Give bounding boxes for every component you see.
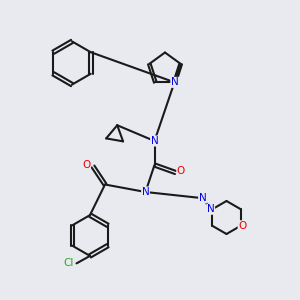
Text: N: N: [207, 204, 214, 214]
Text: O: O: [82, 160, 91, 170]
Text: O: O: [238, 221, 246, 231]
Text: O: O: [177, 166, 185, 176]
Text: N: N: [199, 193, 206, 203]
Text: N: N: [171, 77, 178, 87]
Text: N: N: [151, 136, 158, 146]
Text: N: N: [142, 187, 149, 197]
Text: Cl: Cl: [63, 258, 73, 268]
